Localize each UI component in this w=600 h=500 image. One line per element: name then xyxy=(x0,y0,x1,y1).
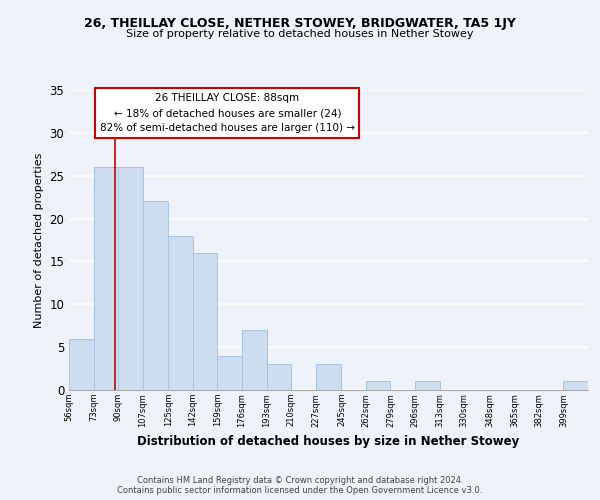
Text: 26 THEILLAY CLOSE: 88sqm
← 18% of detached houses are smaller (24)
82% of semi-d: 26 THEILLAY CLOSE: 88sqm ← 18% of detach… xyxy=(100,93,355,134)
Bar xyxy=(266,364,291,390)
Text: Size of property relative to detached houses in Nether Stowey: Size of property relative to detached ho… xyxy=(126,29,474,39)
Bar xyxy=(563,382,588,390)
Bar xyxy=(169,236,193,390)
Bar xyxy=(143,202,169,390)
Text: Contains HM Land Registry data © Crown copyright and database right 2024.
Contai: Contains HM Land Registry data © Crown c… xyxy=(118,476,482,495)
Bar xyxy=(366,382,391,390)
Bar xyxy=(415,382,440,390)
Bar xyxy=(193,253,217,390)
Y-axis label: Number of detached properties: Number of detached properties xyxy=(34,152,44,328)
Bar xyxy=(217,356,242,390)
X-axis label: Distribution of detached houses by size in Nether Stowey: Distribution of detached houses by size … xyxy=(137,435,520,448)
Text: 26, THEILLAY CLOSE, NETHER STOWEY, BRIDGWATER, TA5 1JY: 26, THEILLAY CLOSE, NETHER STOWEY, BRIDG… xyxy=(84,18,516,30)
Bar xyxy=(94,167,118,390)
Bar xyxy=(316,364,341,390)
Bar xyxy=(242,330,266,390)
Bar xyxy=(69,338,94,390)
Bar xyxy=(118,167,143,390)
